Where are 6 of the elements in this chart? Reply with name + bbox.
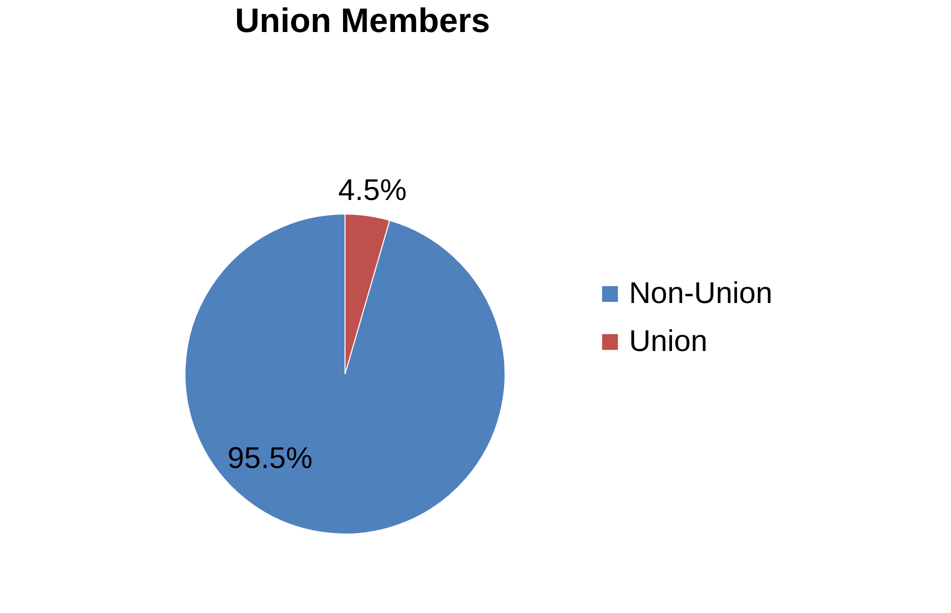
- chart-title: Union Members: [235, 2, 490, 40]
- data-label: 4.5%: [338, 174, 407, 207]
- data-label: 95.5%: [227, 442, 313, 475]
- pie-slice: [184, 214, 506, 534]
- legend-label: Union: [629, 325, 708, 358]
- legend-label: Non-Union: [629, 277, 772, 310]
